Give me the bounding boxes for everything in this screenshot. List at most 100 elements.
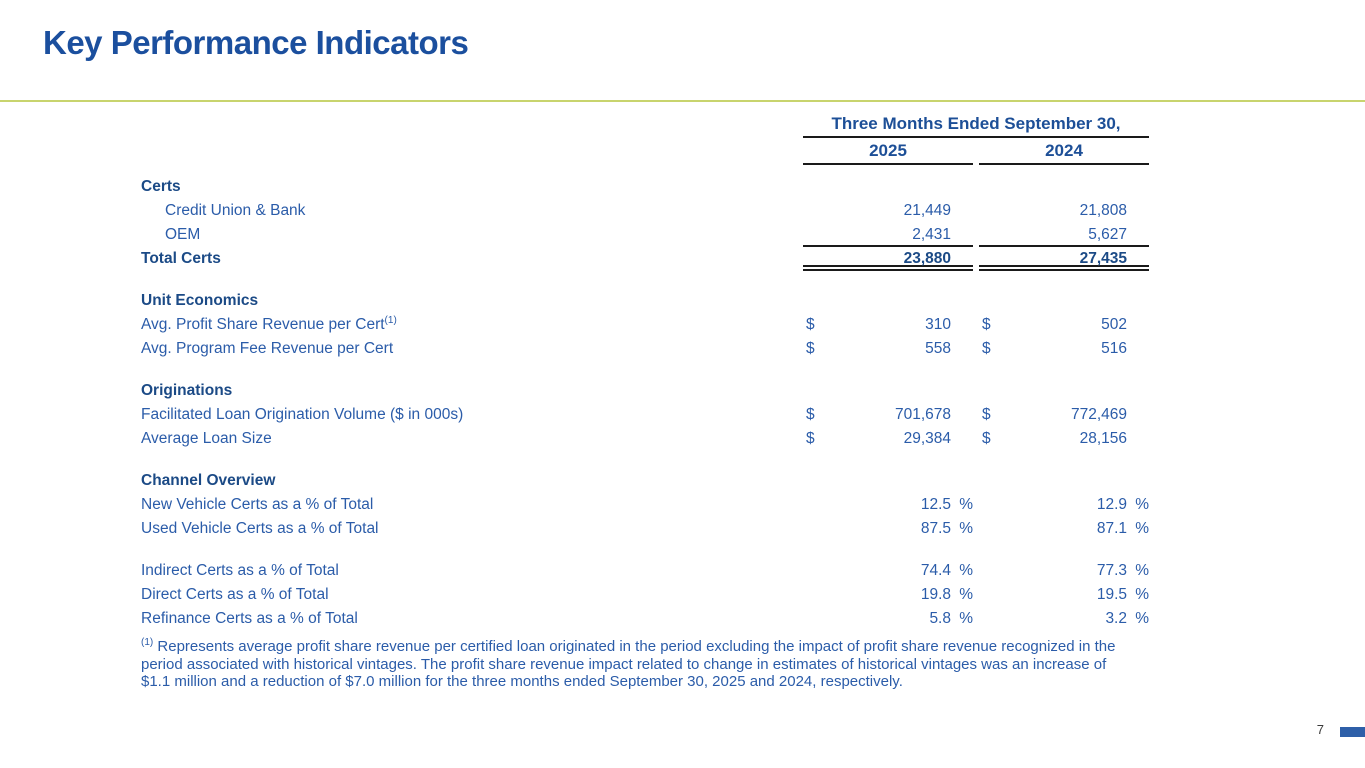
percent-symbol — [951, 427, 973, 451]
table-section-row: Certs — [141, 175, 1149, 199]
table-row: Refinance Certs as a % of Total 5.8% 3.2% — [141, 607, 1149, 631]
value-group-2024: 3.2% — [979, 607, 1149, 631]
row-label-text: Facilitated Loan Origination Volume ($ i… — [141, 406, 464, 423]
row-label: New Vehicle Certs as a % of Total — [141, 493, 803, 517]
value-group-2024: 77.3% — [979, 559, 1149, 583]
value-2025: 29,384 — [903, 430, 951, 447]
table-section-row: Unit Economics — [141, 289, 1149, 313]
value-group-2024: $772,469 — [979, 403, 1149, 427]
percent-symbol: % — [1135, 562, 1149, 579]
table-row: Direct Certs as a % of Total 19.8% 19.5% — [141, 583, 1149, 607]
value-2025: 74.4 — [920, 562, 951, 579]
row-label-text: Avg. Profit Share Revenue per Cert — [141, 316, 385, 333]
value-group-2025: 21,449 — [803, 199, 973, 223]
row-label: Channel Overview — [141, 469, 803, 493]
percent-symbol: % — [959, 610, 973, 627]
value-group-2025 — [803, 175, 973, 199]
table-row: Average Loan Size $29,384 $28,156 — [141, 427, 1149, 451]
table-row: OEM 2,431 5,627 — [141, 223, 1149, 247]
value-2024: 87.1 — [1096, 520, 1127, 537]
currency-symbol — [803, 583, 825, 607]
row-label-text: Refinance Certs as a % of Total — [141, 610, 358, 627]
row-label-text: Total Certs — [141, 250, 221, 267]
value-group-2024 — [979, 469, 1149, 493]
value-2024: 28,156 — [1079, 430, 1127, 447]
table-col-header-2025: 2025 — [803, 141, 973, 165]
value-2024: 3.2 — [1105, 610, 1127, 627]
currency-symbol: $ — [982, 406, 991, 423]
value-group-2024: 5,627 — [979, 223, 1149, 247]
currency-symbol: $ — [982, 340, 991, 357]
currency-symbol — [979, 199, 1001, 223]
row-label-text: OEM — [165, 226, 201, 243]
value-2025: 701,678 — [894, 406, 951, 423]
row-label-text: Originations — [141, 382, 233, 399]
value-2025: 5.8 — [929, 610, 951, 627]
value-2025: 19.8 — [920, 586, 951, 603]
currency-symbol — [803, 493, 825, 517]
table-body: Certs Credit Union & Bank 21,449 21,808 OEM 2… — [141, 175, 1149, 631]
value-2025: 2,431 — [912, 226, 951, 243]
percent-symbol — [1127, 427, 1149, 451]
table-row: Indirect Certs as a % of Total 74.4% 77.3% — [141, 559, 1149, 583]
value-group-2024: 27,435 — [979, 247, 1149, 271]
value-group-2025: 5.8% — [803, 607, 973, 631]
table-header: Three Months Ended September 30, 2025 20… — [803, 114, 1149, 165]
value-group-2024 — [979, 175, 1149, 199]
row-label: Refinance Certs as a % of Total — [141, 607, 803, 631]
currency-symbol — [979, 583, 1001, 607]
value-2024: 77.3 — [1096, 562, 1127, 579]
title-divider — [0, 100, 1365, 102]
percent-symbol — [951, 199, 973, 223]
value-group-2025: $558 — [803, 337, 973, 361]
row-label: Direct Certs as a % of Total — [141, 583, 803, 607]
currency-symbol: $ — [806, 406, 815, 423]
percent-symbol: % — [959, 562, 973, 579]
value-group-2025: 74.4% — [803, 559, 973, 583]
row-label: Originations — [141, 379, 803, 403]
currency-symbol — [979, 559, 1001, 583]
percent-symbol: % — [1135, 586, 1149, 603]
row-spacer — [141, 541, 1149, 559]
percent-symbol — [1127, 403, 1149, 427]
value-group-2025: 2,431 — [803, 223, 973, 247]
table-section-row: Channel Overview — [141, 469, 1149, 493]
row-label: Indirect Certs as a % of Total — [141, 559, 803, 583]
value-group-2025: $29,384 — [803, 427, 973, 451]
value-2024: 12.9 — [1096, 496, 1127, 513]
row-label-text: New Vehicle Certs as a % of Total — [141, 496, 374, 513]
percent-symbol — [951, 313, 973, 337]
percent-symbol — [951, 337, 973, 361]
value-2024: 772,469 — [1070, 406, 1127, 423]
kpi-table: Three Months Ended September 30, 2025 20… — [141, 114, 1149, 631]
value-group-2025: 87.5% — [803, 517, 973, 541]
footnote: (1) Represents average profit share reve… — [141, 638, 1133, 691]
value-group-2025 — [803, 469, 973, 493]
row-label-text: Used Vehicle Certs as a % of Total — [141, 520, 379, 537]
value-2025: 310 — [925, 316, 951, 333]
row-spacer — [141, 451, 1149, 469]
row-label: Used Vehicle Certs as a % of Total — [141, 517, 803, 541]
value-2024: 21,808 — [1079, 202, 1127, 219]
percent-symbol: % — [1135, 520, 1149, 537]
currency-symbol — [803, 247, 825, 265]
value-2025: 12.5 — [920, 496, 951, 513]
percent-symbol — [1127, 223, 1149, 245]
page-title: Key Performance Indicators — [43, 24, 469, 61]
currency-symbol: $ — [806, 430, 815, 447]
value-2024: 27,435 — [1079, 250, 1127, 267]
value-group-2025: 23,880 — [803, 247, 973, 271]
value-2025: 23,880 — [903, 250, 951, 267]
currency-symbol: $ — [982, 316, 991, 333]
footnote-text: Represents average profit share revenue … — [141, 638, 1116, 690]
row-label-superscript: (1) — [384, 314, 397, 326]
value-group-2025: $310 — [803, 313, 973, 337]
value-2024: 502 — [1101, 316, 1127, 333]
value-group-2024: 19.5% — [979, 583, 1149, 607]
currency-symbol — [803, 517, 825, 541]
table-row: Used Vehicle Certs as a % of Total 87.5% 8… — [141, 517, 1149, 541]
value-group-2024 — [979, 289, 1149, 313]
currency-symbol — [979, 223, 1001, 245]
value-2024: 5,627 — [1088, 226, 1127, 243]
